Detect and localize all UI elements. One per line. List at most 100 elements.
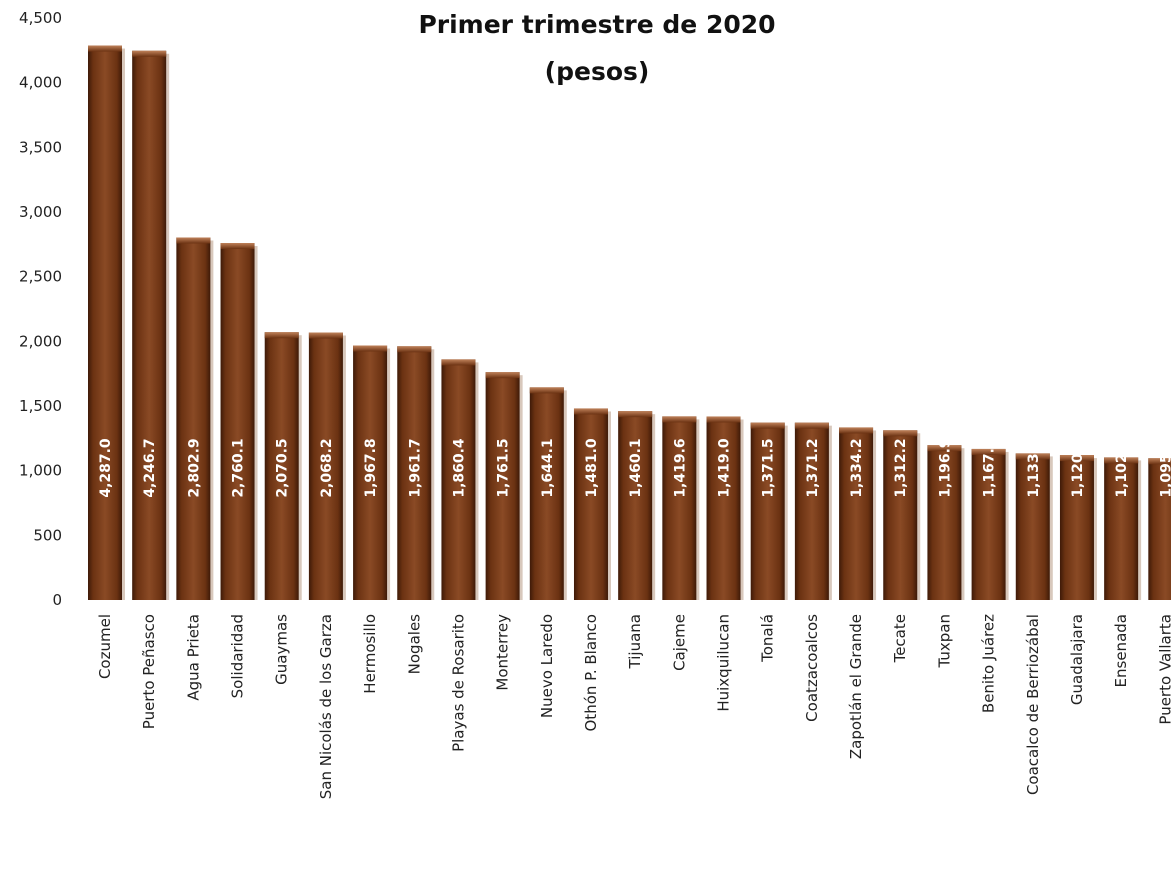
bar	[264, 332, 299, 600]
data-label: 1,095.9	[1158, 438, 1171, 497]
bar	[618, 411, 653, 600]
data-label: 4,287.0	[98, 438, 114, 498]
bar-cap	[794, 422, 829, 429]
bar	[1015, 453, 1050, 600]
data-label: 1,419.0	[717, 438, 733, 498]
category-label: Playas de Rosarito	[449, 614, 467, 752]
bar-group: 1,419.6	[662, 416, 700, 600]
bar-cap	[1059, 455, 1094, 462]
bar-cap	[220, 243, 255, 250]
bar-cap	[839, 427, 874, 434]
bar-cap	[485, 372, 520, 379]
bar-group: 1,196.9	[927, 438, 965, 600]
category-label: Cajeme	[670, 614, 688, 671]
bar-cap	[706, 416, 741, 423]
bar-cap	[1015, 453, 1050, 460]
bar	[220, 243, 255, 600]
data-label: 1,312.2	[893, 438, 909, 497]
category-label: Coatzacoalcos	[803, 614, 821, 722]
bars: 4,287.0 4,246.7 2,802.9 2,760.1 2,070.5 2,068…	[88, 45, 1171, 601]
bar	[573, 408, 608, 600]
bar-group: 1,761.5	[485, 372, 523, 600]
bar	[485, 372, 520, 600]
bar	[839, 427, 874, 600]
bar	[1104, 457, 1139, 600]
category-label: Monterrey	[494, 614, 512, 691]
bar-cap	[750, 422, 785, 429]
data-label: 1,167.9	[982, 438, 998, 497]
bar-group: 2,068.2	[308, 332, 346, 600]
bar	[883, 430, 918, 600]
data-label: 4,246.7	[142, 438, 158, 497]
category-label: Nuevo Laredo	[538, 614, 556, 718]
data-label: 1,371.2	[805, 438, 821, 497]
bar-cap	[88, 45, 122, 52]
bar	[529, 387, 564, 600]
data-label: 1,102.5	[1114, 438, 1130, 497]
chart-title: Primer trimestre de 2020	[418, 10, 775, 39]
bar-group: 1,371.5	[750, 422, 788, 600]
bar	[176, 237, 211, 601]
bar-group: 1,334.2	[839, 427, 877, 600]
data-label: 1,334.2	[849, 438, 865, 497]
bar-group: 2,760.1	[220, 243, 258, 600]
bar	[750, 422, 785, 600]
bar-cap	[176, 237, 211, 244]
category-label: Huixquilucan	[715, 614, 733, 712]
y-axis: 0 500 1,000 1,500 2,000 2,500 3,000 3,500 4,000 4…	[19, 9, 62, 609]
bar-group: 1,133.5	[1015, 438, 1053, 600]
bar-cap	[1148, 458, 1171, 465]
bar	[927, 445, 962, 600]
bar-group: 1,860.4	[441, 359, 479, 600]
data-label: 1,133.5	[1026, 438, 1042, 497]
category-label: Zapotlán el Grande	[847, 614, 865, 759]
bar	[88, 45, 122, 601]
y-tick-label: 500	[33, 526, 62, 544]
bar-group: 1,481.0	[573, 408, 611, 600]
data-label: 1,460.1	[628, 438, 644, 497]
bar-cap	[353, 345, 388, 352]
data-label: 1,644.1	[540, 438, 556, 497]
bar-cap	[662, 416, 697, 423]
y-tick-label: 4,500	[19, 9, 62, 27]
category-label: Hermosillo	[361, 614, 379, 694]
bar-cap	[264, 332, 299, 339]
category-label: Cozumel	[96, 614, 114, 679]
bar-group: 1,312.2	[883, 430, 921, 600]
category-label: Agua Prieta	[184, 614, 202, 701]
category-label: Othón P. Blanco	[582, 614, 600, 731]
data-label: 2,760.1	[231, 438, 247, 497]
bar-cap	[573, 408, 608, 415]
bar-group: 1,460.1	[618, 411, 656, 600]
bar-group: 4,246.7	[132, 50, 170, 600]
chart-subtitle: (pesos)	[545, 57, 650, 86]
y-tick-label: 2,000	[19, 332, 62, 350]
bar-group: 1,967.8	[353, 345, 391, 600]
data-label: 2,802.9	[186, 438, 202, 497]
data-label: 1,761.5	[496, 438, 512, 497]
category-label: Solidaridad	[229, 614, 247, 698]
category-label: Tijuana	[626, 614, 644, 669]
data-label: 1,120.6	[1070, 438, 1086, 497]
category-label: Tuxpan	[935, 614, 953, 669]
y-tick-label: 0	[52, 591, 62, 609]
bar	[441, 359, 476, 600]
bar-group: 1,095.9	[1148, 438, 1171, 600]
bar-group: 1,120.6	[1059, 438, 1097, 600]
bar	[353, 345, 388, 600]
category-label: Puerto Vallarta	[1156, 614, 1171, 725]
bar-group: 2,070.5	[264, 332, 302, 600]
bar-group: 1,644.1	[529, 387, 567, 600]
y-tick-label: 2,500	[19, 268, 62, 286]
data-label: 1,961.7	[407, 438, 423, 497]
data-label: 1,967.8	[363, 438, 379, 497]
data-label: 2,070.5	[275, 438, 291, 497]
bar	[308, 332, 343, 600]
data-label: 1,196.9	[937, 438, 953, 497]
bar-cap	[927, 445, 962, 452]
bar	[1148, 458, 1171, 600]
bar-group: 1,102.5	[1104, 438, 1142, 600]
y-tick-label: 1,000	[19, 462, 62, 480]
category-label: Guaymas	[273, 614, 291, 685]
